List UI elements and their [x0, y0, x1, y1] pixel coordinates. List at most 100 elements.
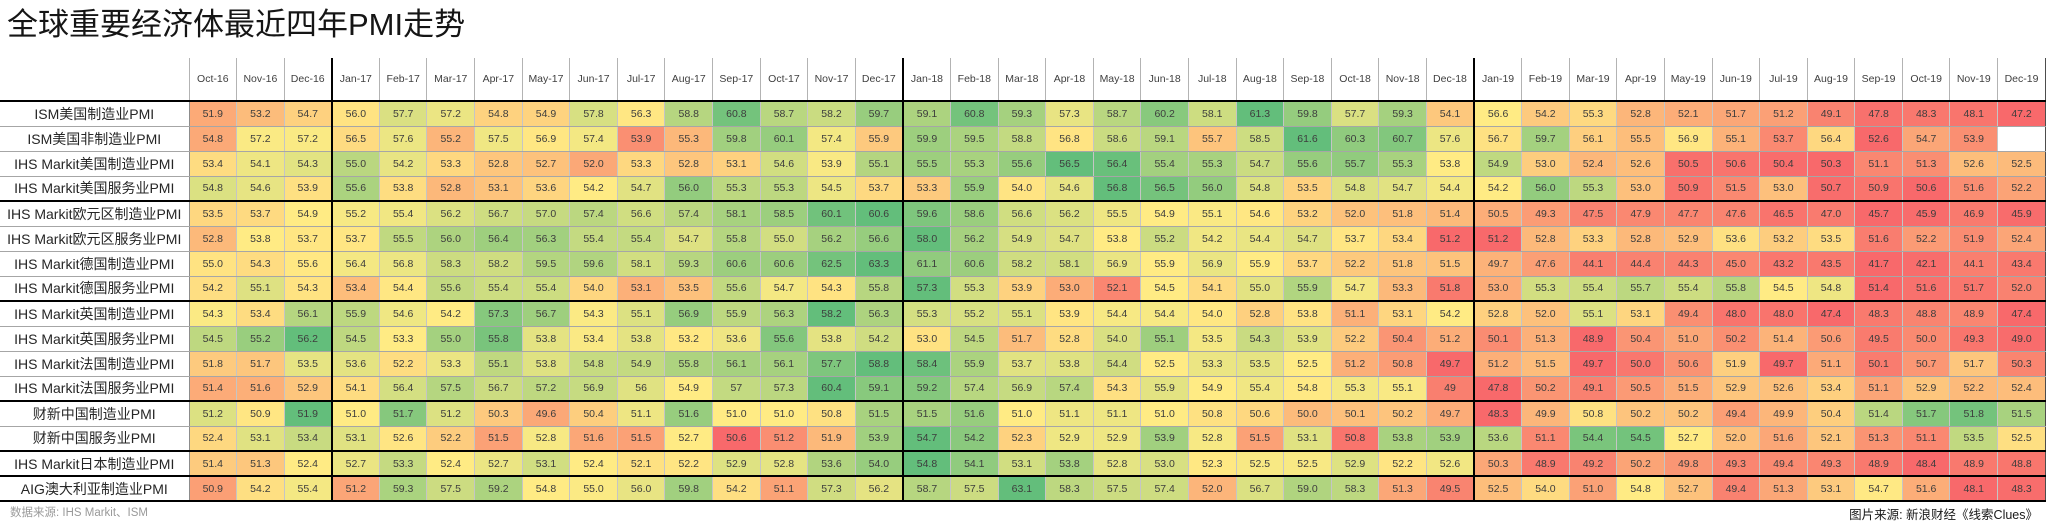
pmi-cell: 52.4	[1997, 376, 2046, 402]
table-row: IHS Markit欧元区服务业PMI 52.8 53.8 53.7 53.7 55.5 5…	[0, 226, 2046, 252]
pmi-cell: 51.4	[1425, 201, 1475, 227]
pmi-cell: 51.4	[1854, 276, 1903, 302]
pmi-cell: 56.2	[283, 326, 332, 352]
pmi-cell: 53.9	[1283, 326, 1332, 352]
pmi-cell: 53.9	[1045, 301, 1094, 327]
pmi-cell: 51.1	[1045, 401, 1094, 427]
pmi-cell: 55.2	[950, 301, 999, 327]
pmi-cell: 53.1	[1806, 476, 1855, 502]
page-title: 全球重要经济体最近四年PMI走势	[7, 7, 466, 42]
pmi-cell: 55.3	[1378, 151, 1427, 177]
pmi-cell: 50.9	[236, 401, 285, 427]
row-label: IHS Markit英国制造业PMI	[0, 301, 190, 327]
pmi-cell: 55.3	[1521, 276, 1570, 302]
pmi-cell: 56.6	[854, 226, 903, 252]
pmi-cell: 57.5	[1092, 476, 1141, 502]
column-header: Nov-17	[807, 58, 856, 102]
pmi-cell: 54.5	[807, 176, 856, 202]
pmi-cell: 56.9	[1663, 126, 1712, 152]
pmi-cell: 54.9	[1187, 376, 1237, 402]
pmi-cell: 57.6	[1425, 126, 1475, 152]
pmi-cell: 53.3	[378, 451, 427, 477]
pmi-cell: 52.0	[569, 151, 618, 177]
pmi-cell: 54.2	[426, 301, 475, 327]
pmi-cell: 53.3	[616, 151, 665, 177]
pmi-cell: 53.4	[330, 276, 380, 302]
pmi-cell: 53.1	[1283, 426, 1332, 452]
pmi-cell: 47.2	[1997, 101, 2046, 127]
pmi-cell: 59.6	[569, 251, 618, 277]
pmi-cell: 52.1	[616, 451, 665, 477]
pmi-cell: 55.3	[1568, 101, 1617, 127]
pmi-cell: 51.0	[997, 401, 1046, 427]
pmi-cell: 53.8	[1378, 426, 1427, 452]
pmi-cell: 54.3	[188, 301, 237, 327]
pmi-cell: 54.0	[1521, 476, 1570, 502]
pmi-cell: 55.2	[426, 126, 475, 152]
pmi-cell: 50.6	[1663, 351, 1712, 377]
pmi-cell: 51.5	[901, 401, 951, 427]
pmi-cell: 54.0	[854, 451, 903, 477]
pmi-cell: 53.8	[807, 326, 856, 352]
pmi-cell: 53.9	[1140, 426, 1189, 452]
pmi-cell: 54.2	[236, 476, 285, 502]
pmi-cell: 52.9	[1901, 376, 1950, 402]
column-header: Jun-19	[1711, 58, 1760, 102]
pmi-cell: 51.4	[188, 451, 237, 477]
pmi-cell: 55.1	[616, 301, 665, 327]
pmi-cell: 51.1	[1854, 151, 1903, 177]
pmi-cell: 54.9	[997, 226, 1046, 252]
pmi-cell: 59.5	[521, 251, 570, 277]
pmi-cell: 50.8	[807, 401, 856, 427]
pmi-cell: 52.8	[1092, 451, 1141, 477]
pmi-cell: 54.7	[1283, 226, 1332, 252]
pmi-cell: 56.0	[426, 226, 475, 252]
pmi-cell: 55.6	[283, 251, 332, 277]
pmi-cell: 56.6	[1473, 101, 1522, 127]
table-row: IHS Markit德国制造业PMI 55.0 54.3 55.6 56.4 56.8 58…	[0, 251, 2046, 277]
pmi-cell: 54.4	[1140, 301, 1189, 327]
pmi-cell: 52.2	[1330, 251, 1379, 277]
pmi-cell: 53.2	[1759, 226, 1808, 252]
pmi-cell: 51.1	[1806, 351, 1855, 377]
pmi-cell: 52.8	[474, 151, 523, 177]
pmi-cell: 54.7	[1854, 476, 1903, 502]
pmi-cell: 54.8	[1283, 376, 1332, 402]
pmi-cell: 45.7	[1854, 201, 1903, 227]
pmi-cell: 50.8	[1568, 401, 1617, 427]
pmi-cell: 53.1	[330, 426, 380, 452]
pmi-cell: 54.1	[330, 376, 380, 402]
pmi-cell: 51.7	[1901, 401, 1950, 427]
pmi-cell: 50.0	[1283, 401, 1332, 427]
pmi-cell: 50.6	[712, 426, 761, 452]
pmi-cell: 54.5	[188, 326, 237, 352]
pmi-cell: 57.4	[807, 126, 856, 152]
pmi-cell: 55.7	[1616, 276, 1665, 302]
pmi-cell: 50.0	[1616, 351, 1665, 377]
pmi-cell: 53.4	[569, 326, 618, 352]
pmi-cell: 53.0	[1045, 276, 1094, 302]
pmi-cell: 49.1	[1568, 376, 1617, 402]
pmi-cell: 54.2	[1425, 301, 1475, 327]
pmi-cell: 55.6	[997, 151, 1046, 177]
pmi-cell: 57.5	[950, 476, 999, 502]
pmi-cell: 51.9	[807, 426, 856, 452]
pmi-cell: 48.3	[1473, 401, 1522, 427]
corner-cell	[0, 58, 189, 102]
pmi-cell: 56.1	[283, 301, 332, 327]
pmi-cell: 54.1	[236, 151, 285, 177]
pmi-cell: 51.7	[1711, 101, 1760, 127]
pmi-cell: 54.5	[1140, 276, 1189, 302]
pmi-cell: 53.8	[378, 176, 427, 202]
pmi-cell: 54.2	[1521, 101, 1570, 127]
pmi-cell: 47.4	[1806, 301, 1855, 327]
pmi-cell: 51.1	[1901, 426, 1950, 452]
pmi-cell: 50.5	[1616, 376, 1665, 402]
pmi-cell: 54.2	[950, 426, 999, 452]
pmi-cell: 54.9	[283, 201, 332, 227]
pmi-cell: 47.7	[1663, 201, 1712, 227]
row-label: ISM美国制造业PMI	[0, 101, 190, 127]
pmi-cell: 51.6	[1901, 276, 1950, 302]
pmi-cell: 48.9	[1949, 451, 1998, 477]
pmi-cell: 49.2	[1568, 451, 1617, 477]
